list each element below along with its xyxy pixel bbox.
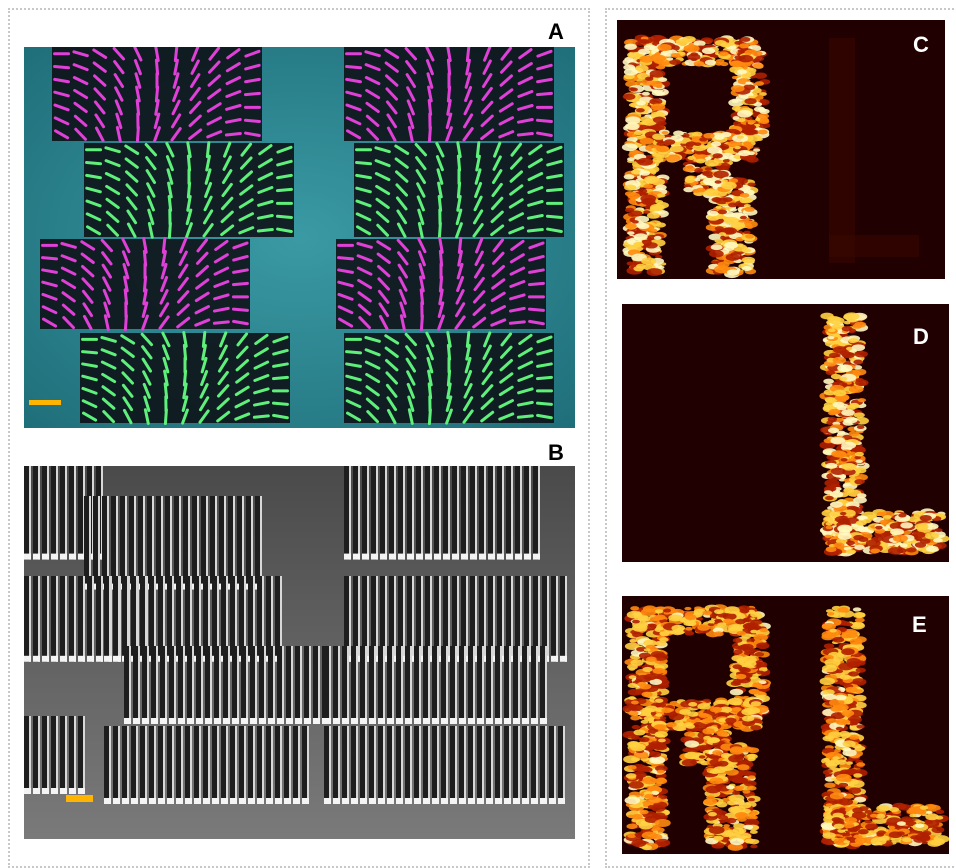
panel-e-image <box>622 596 949 854</box>
panel-label-e: E <box>912 612 927 638</box>
panel-label-d: D <box>913 324 929 350</box>
scale-bar-b <box>66 795 93 802</box>
panel-e-hologram: E <box>622 596 949 854</box>
panel-label-c: C <box>913 32 929 58</box>
panel-d-hologram: D <box>622 304 949 562</box>
panel-a-sem-colorized <box>24 47 575 428</box>
panel-b-sem-tilted <box>24 466 575 839</box>
panel-a-image <box>24 47 575 428</box>
panel-c-hologram: C <box>617 20 945 279</box>
panel-b-image <box>24 466 575 839</box>
panel-d-image <box>622 304 949 562</box>
scale-bar-a <box>29 400 61 405</box>
panel-label-b: B <box>548 440 564 466</box>
panel-c-image <box>617 20 945 279</box>
panel-label-a: A <box>548 19 564 45</box>
